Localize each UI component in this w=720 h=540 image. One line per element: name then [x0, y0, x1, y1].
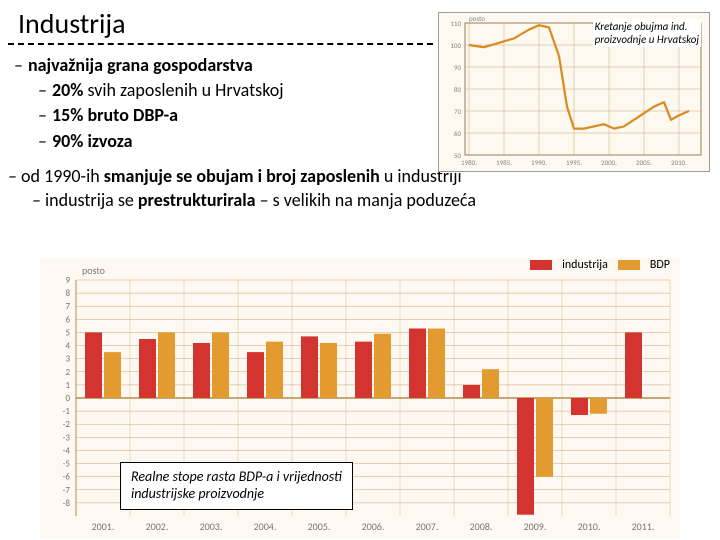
svg-text:9: 9 — [65, 275, 70, 286]
svg-text:2001.: 2001. — [92, 520, 115, 533]
svg-text:2010.: 2010. — [578, 520, 601, 533]
svg-text:8: 8 — [65, 288, 70, 299]
svg-text:2002.: 2002. — [146, 520, 169, 533]
svg-text:80: 80 — [454, 85, 462, 94]
svg-text:2009.: 2009. — [524, 520, 547, 533]
svg-text:1985.: 1985. — [496, 158, 512, 167]
svg-text:2000.: 2000. — [601, 158, 617, 167]
svg-text:posto: posto — [469, 14, 485, 23]
svg-text:1980.: 1980. — [461, 158, 477, 167]
svg-text:-3: -3 — [63, 432, 71, 443]
svg-text:2011.: 2011. — [632, 520, 655, 533]
para-2: – industrija se prestrukturirala – s vel… — [32, 188, 720, 212]
svg-text:posto: posto — [82, 264, 105, 277]
svg-text:1990.: 1990. — [531, 158, 547, 167]
svg-text:0: 0 — [65, 393, 70, 404]
svg-text:-4: -4 — [63, 445, 71, 456]
svg-text:2004.: 2004. — [254, 520, 277, 533]
svg-text:-8: -8 — [63, 498, 71, 509]
chart2-caption: Realne stope rasta BDP-a i vrijednosti i… — [120, 462, 353, 510]
chart1-caption: Kretanje obujma ind. proizvodnje u Hrvat… — [593, 19, 701, 47]
svg-text:1995.: 1995. — [566, 158, 582, 167]
svg-text:1: 1 — [65, 380, 70, 391]
svg-text:2006.: 2006. — [362, 520, 385, 533]
page-title: Industrija — [8, 0, 433, 45]
svg-text:4: 4 — [65, 341, 70, 352]
svg-text:-7: -7 — [63, 485, 71, 496]
svg-text:-6: -6 — [63, 472, 71, 483]
svg-text:-5: -5 — [63, 459, 71, 470]
svg-text:2010.: 2010. — [671, 158, 687, 167]
bar-chart: industrija BDP -8-7-6-5-4-3-2-1012345678… — [40, 258, 680, 538]
svg-text:2008.: 2008. — [470, 520, 493, 533]
line-chart: Kretanje obujma ind. proizvodnje u Hrvat… — [438, 12, 710, 172]
svg-text:2003.: 2003. — [200, 520, 223, 533]
svg-text:-1: -1 — [63, 406, 71, 417]
svg-text:60: 60 — [454, 129, 462, 138]
svg-text:100: 100 — [450, 41, 461, 50]
svg-text:2: 2 — [65, 367, 70, 378]
svg-text:2005.: 2005. — [636, 158, 652, 167]
svg-text:2005.: 2005. — [308, 520, 331, 533]
svg-text:6: 6 — [65, 314, 70, 325]
svg-text:2007.: 2007. — [416, 520, 439, 533]
svg-text:5: 5 — [65, 327, 70, 338]
svg-text:70: 70 — [454, 107, 462, 116]
svg-text:3: 3 — [65, 354, 70, 365]
svg-text:110: 110 — [450, 19, 461, 28]
svg-text:90: 90 — [454, 63, 462, 72]
svg-text:-2: -2 — [63, 419, 71, 430]
svg-text:7: 7 — [65, 301, 70, 312]
